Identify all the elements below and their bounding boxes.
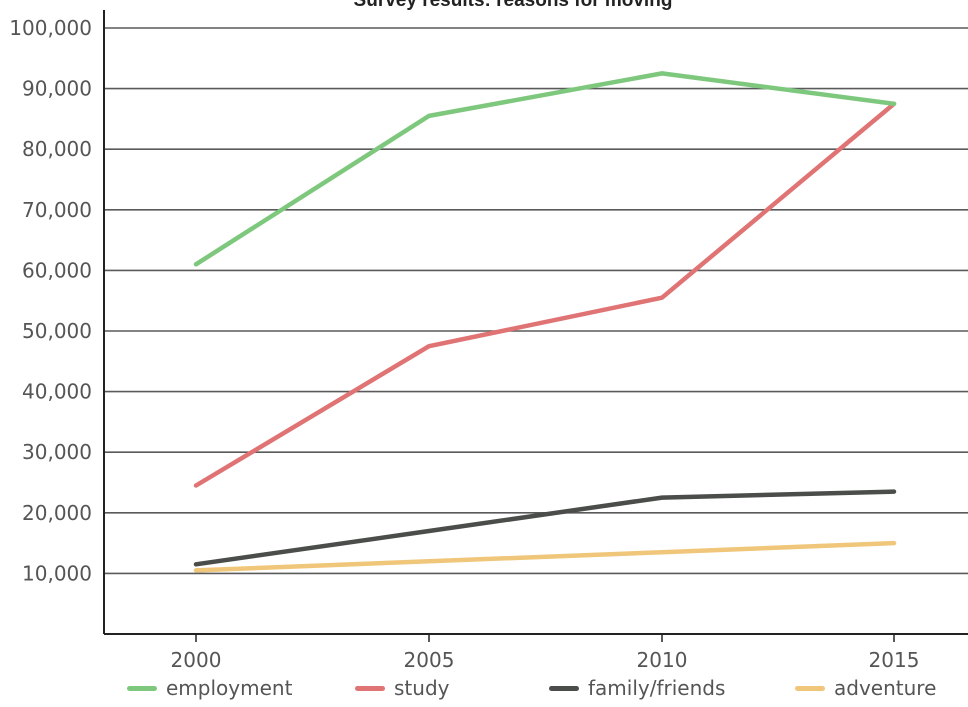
y-tick-label: 30,000 [22,440,92,464]
x-tick-label: 2010 [637,648,688,672]
chart-title: Survey results: reasons for moving [354,0,673,11]
legend-item-study: study [355,676,449,700]
legend-label: study [394,676,450,700]
x-tick-labels: 2000 2005 2010 2015 [171,648,920,672]
y-tick-label: 100,000 [9,16,92,40]
y-tick-label: 50,000 [22,319,92,343]
legend-label: employment [166,676,293,700]
legend: employment study family/friends adventure [0,676,968,706]
axes [103,10,968,642]
legend-item-family-friends: family/friends [549,676,725,700]
y-tick-labels: 100,000 90,000 80,000 70,000 60,000 50,000 40,… [9,16,92,585]
series-line-adventure [193,540,897,573]
y-tick-label: 70,000 [22,198,92,222]
legend-swatch [549,685,579,691]
series-line-family-friends [193,489,897,567]
x-tick-label: 2015 [869,648,920,672]
legend-item-employment: employment [127,676,292,700]
legend-label: family/friends [588,676,726,700]
y-tick-label: 40,000 [22,380,92,404]
legend-swatch [355,685,385,691]
legend-swatch [795,685,825,691]
legend-item-adventure: adventure [795,676,936,700]
grid-lines [104,27,968,575]
series-line-study [193,101,897,488]
series-lines [193,71,897,573]
y-tick-label: 60,000 [22,258,92,282]
y-tick-label: 90,000 [22,77,92,101]
series-line-employment [193,71,897,267]
y-tick-label: 10,000 [22,561,92,585]
y-tick-label: 80,000 [22,137,92,161]
y-tick-label: 20,000 [22,501,92,525]
x-tick-label: 2005 [404,648,455,672]
x-tick-label: 2000 [171,648,222,672]
legend-swatch [127,685,157,691]
legend-label: adventure [834,676,937,700]
